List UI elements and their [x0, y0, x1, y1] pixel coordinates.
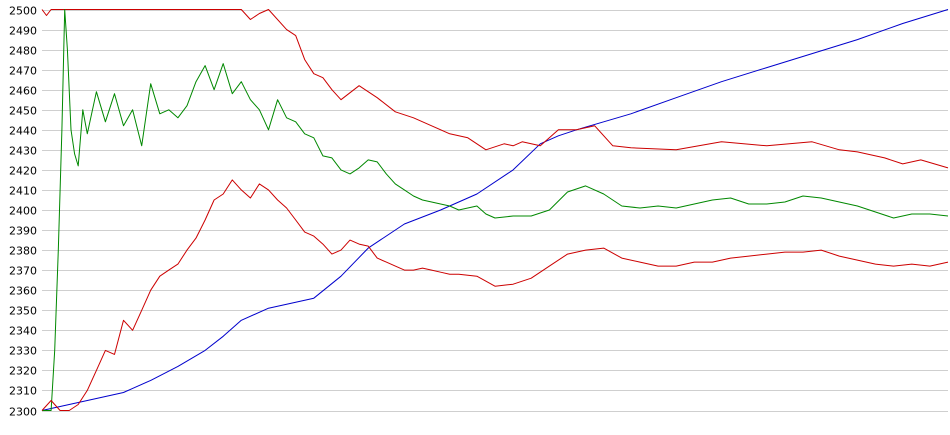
y-tick-label: 2500	[9, 5, 37, 18]
y-tick-label: 2460	[9, 85, 37, 98]
y-axis: 2300 2310 2320 2330 2340 2350 2360 2370 2380 2390…	[9, 5, 37, 419]
y-tick-label: 2380	[9, 245, 37, 258]
y-tick-label: 2310	[9, 385, 37, 398]
series-line-4	[41, 179, 949, 411]
gridlines	[42, 10, 948, 412]
y-tick-label: 2480	[9, 45, 37, 58]
y-tick-label: 2370	[9, 265, 37, 278]
y-tick-label: 2340	[9, 325, 37, 338]
y-tick-label: 2470	[9, 65, 37, 78]
series-lines	[41, 9, 949, 411]
y-tick-label: 2330	[9, 345, 37, 358]
y-tick-label: 2490	[9, 25, 37, 38]
y-tick-label: 2390	[9, 225, 37, 238]
y-tick-label: 2400	[9, 205, 37, 218]
y-tick-label: 2350	[9, 305, 37, 318]
series-line-2	[41, 9, 949, 169]
y-tick-label: 2430	[9, 145, 37, 158]
y-tick-label: 2440	[9, 125, 37, 138]
y-tick-label: 2450	[9, 105, 37, 118]
y-tick-label: 2420	[9, 165, 37, 178]
y-tick-label: 2300	[9, 406, 37, 419]
series-line-1	[41, 9, 949, 411]
y-tick-label: 2360	[9, 285, 37, 298]
series-line-3	[42, 9, 949, 411]
y-tick-label: 2320	[9, 365, 37, 378]
y-tick-label: 2410	[9, 185, 37, 198]
